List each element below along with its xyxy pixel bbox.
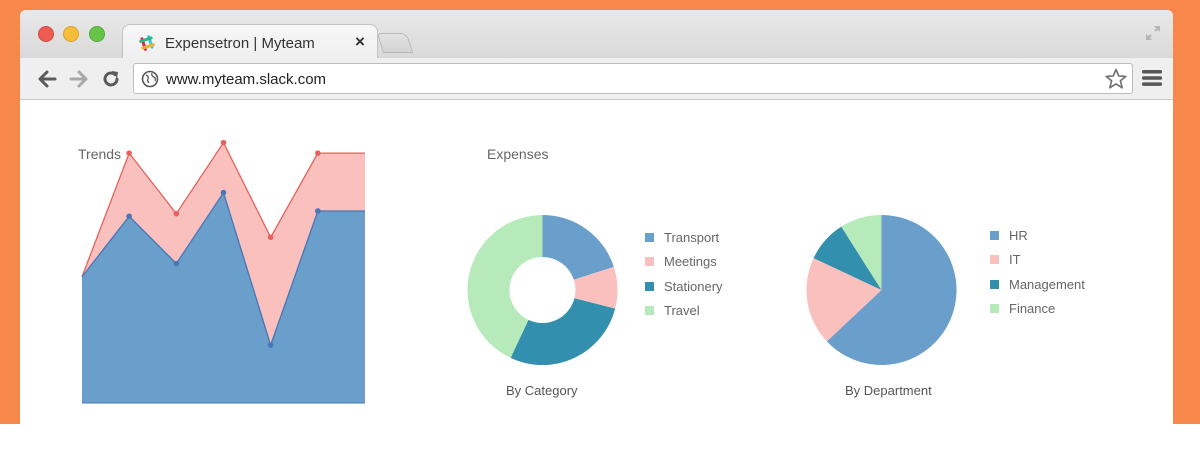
browser-toolbar: www.myteam.slack.com xyxy=(20,58,1173,100)
department-legend: HR IT Management Finance xyxy=(990,223,1085,321)
expand-icon[interactable] xyxy=(1144,24,1162,42)
trend-point[interactable] xyxy=(315,150,321,156)
slice-it[interactable] xyxy=(806,258,882,342)
legend-label: Meetings xyxy=(664,254,717,270)
trends-plot xyxy=(81,139,365,404)
legend-swatch xyxy=(645,232,654,242)
legend-item-hr[interactable]: HR xyxy=(990,223,1085,248)
department-pie-plot xyxy=(806,215,957,365)
slice-meetings[interactable] xyxy=(573,266,618,309)
url-text: www.myteam.slack.com xyxy=(166,71,327,88)
legend-item-meetings[interactable]: Meetings xyxy=(645,250,723,275)
trend-point[interactable] xyxy=(267,234,274,241)
legend-label: Transport xyxy=(664,229,720,245)
tab-bar: Expensetron | Myteam × xyxy=(20,10,1173,60)
minimize-window-button[interactable] xyxy=(63,26,79,42)
maximize-window-button[interactable] xyxy=(89,26,105,42)
trend-point[interactable] xyxy=(173,210,180,217)
trend-point[interactable] xyxy=(126,213,132,220)
category-legend: Transport Meetings Stationery Travel xyxy=(645,225,723,323)
legend-item-finance[interactable]: Finance xyxy=(990,297,1085,322)
slice-travel[interactable] xyxy=(467,215,543,358)
legend-item-transport[interactable]: Transport xyxy=(645,225,723,250)
address-bar[interactable]: www.myteam.slack.com xyxy=(133,63,1133,94)
legend-swatch xyxy=(990,304,999,314)
legend-label: IT xyxy=(1009,252,1021,268)
browser-tab[interactable]: Expensetron | Myteam × xyxy=(122,24,378,60)
slice-finance[interactable] xyxy=(841,215,882,290)
new-tab-button[interactable] xyxy=(376,33,414,53)
legend-item-it[interactable]: IT xyxy=(990,248,1085,273)
reload-icon[interactable] xyxy=(100,68,122,90)
menu-icon[interactable] xyxy=(1142,69,1162,87)
legend-label: Travel xyxy=(664,303,700,319)
category-donut-chart xyxy=(467,215,618,365)
forward-icon[interactable] xyxy=(68,68,90,90)
legend-swatch xyxy=(990,230,999,240)
category-donut-plot xyxy=(467,215,618,365)
trend-point[interactable] xyxy=(220,189,227,196)
legend-swatch xyxy=(645,306,654,316)
back-icon[interactable] xyxy=(36,68,58,90)
legend-item-stationery[interactable]: Stationery xyxy=(645,274,723,299)
legend-swatch xyxy=(645,257,654,267)
department-pie-chart xyxy=(806,215,957,365)
close-tab-icon[interactable]: × xyxy=(355,32,365,51)
slice-management[interactable] xyxy=(813,226,882,290)
legend-label: Finance xyxy=(1009,301,1056,317)
slice-hr[interactable] xyxy=(826,215,957,365)
legend-item-management[interactable]: Management xyxy=(990,272,1085,297)
legend-swatch xyxy=(990,279,999,289)
globe-icon xyxy=(141,70,159,88)
trend-point[interactable] xyxy=(220,139,227,146)
slack-icon xyxy=(139,35,155,51)
close-window-button[interactable] xyxy=(38,26,54,42)
legend-label: Management xyxy=(1009,276,1085,292)
legend-label: HR xyxy=(1009,227,1028,243)
legend-swatch xyxy=(645,281,654,291)
star-icon[interactable] xyxy=(1104,67,1128,91)
trend-area-1 xyxy=(82,192,365,403)
legend-label: Stationery xyxy=(664,278,723,294)
trends-title: Trends xyxy=(78,146,122,162)
trend-point[interactable] xyxy=(267,342,274,348)
trend-point[interactable] xyxy=(315,208,321,214)
expenses-title: Expenses xyxy=(487,146,549,162)
trend-point[interactable] xyxy=(126,150,132,156)
department-caption: By Department xyxy=(845,383,932,398)
trends-chart xyxy=(81,139,365,404)
slice-stationery[interactable] xyxy=(510,298,616,365)
legend-item-travel[interactable]: Travel xyxy=(645,299,723,324)
trend-point[interactable] xyxy=(173,260,180,267)
category-caption: By Category xyxy=(506,383,578,398)
tab-title: Expensetron | Myteam xyxy=(165,35,315,52)
slice-transport[interactable] xyxy=(542,215,614,280)
legend-swatch xyxy=(990,255,999,265)
